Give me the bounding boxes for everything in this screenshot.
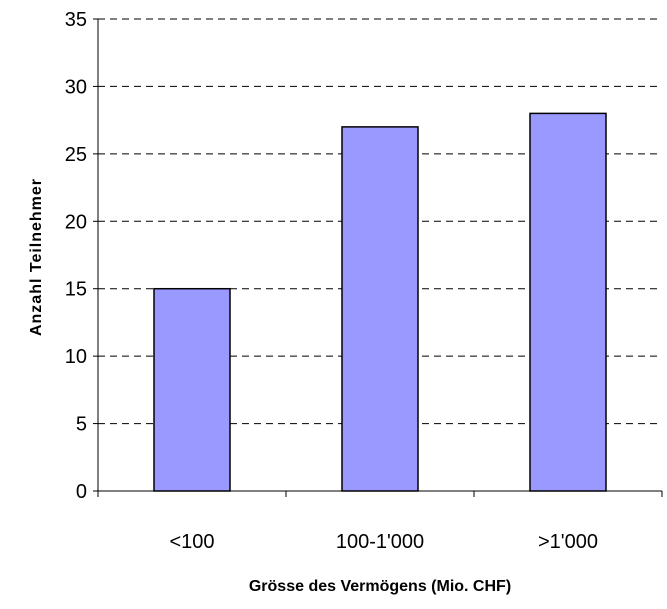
- x-axis-title: Grösse des Vermögens (Mio. CHF): [249, 578, 511, 595]
- y-tick-label: 5: [76, 414, 87, 436]
- y-tick-label: 0: [76, 481, 87, 503]
- y-tick-label: 35: [65, 9, 87, 31]
- y-tick-label: 20: [65, 211, 87, 233]
- y-tick-label: 25: [65, 144, 87, 166]
- x-tick-label: 100-1'000: [336, 531, 424, 553]
- bar-1: [341, 126, 419, 492]
- y-tick-label: 30: [65, 76, 87, 98]
- bar-2: [529, 112, 607, 492]
- y-tick-label: 15: [65, 279, 87, 301]
- y-axis-title: Anzahl Teilnehmer: [28, 178, 45, 336]
- x-tick-label: >1'000: [538, 531, 598, 553]
- bar-0: [153, 287, 231, 492]
- x-tick-label: <100: [169, 531, 214, 553]
- x-tick-labels: <100 100-1'000 >1'000: [169, 531, 598, 553]
- y-tick-labels: 0 5 10 15 20 25 30 35: [65, 9, 87, 503]
- axes: [93, 18, 663, 497]
- y-tick-label: 10: [65, 346, 87, 368]
- bars: [153, 112, 607, 492]
